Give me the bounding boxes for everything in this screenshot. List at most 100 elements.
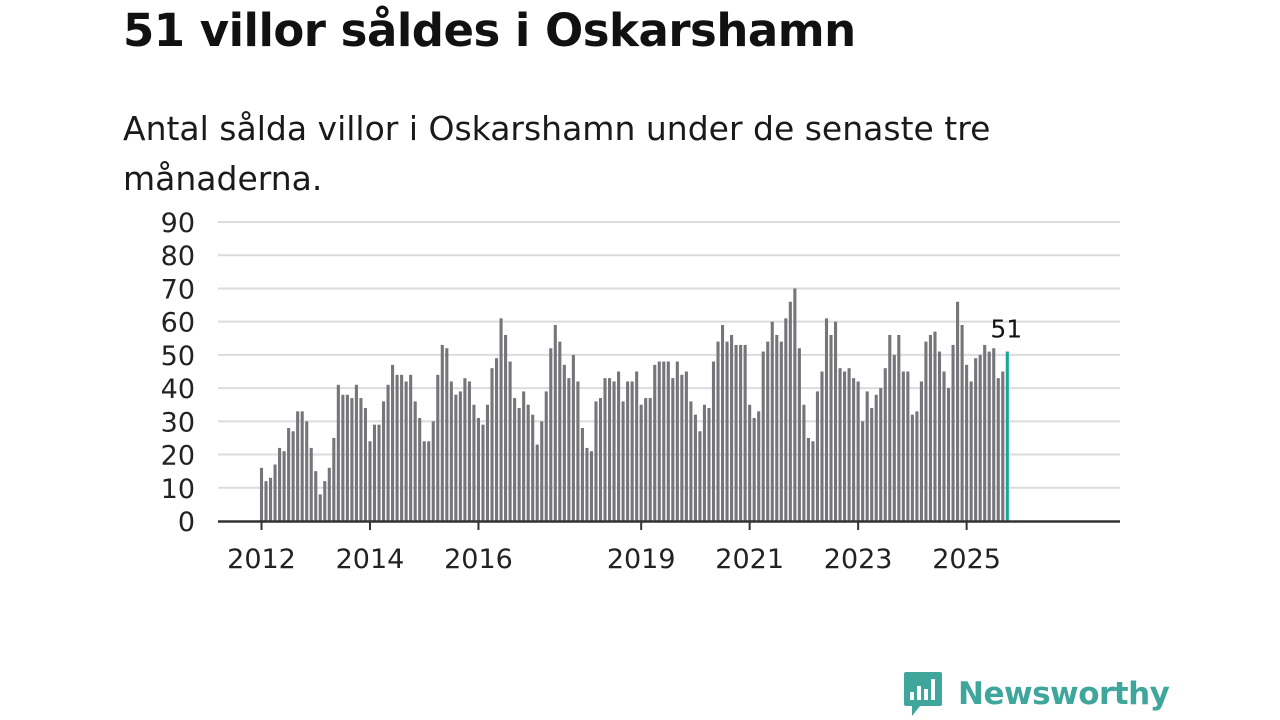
bar	[621, 401, 625, 521]
bar	[757, 411, 761, 521]
bar	[761, 351, 765, 521]
bar	[350, 398, 354, 521]
bar	[585, 447, 589, 521]
bar	[278, 447, 282, 521]
bar	[680, 374, 684, 521]
bar	[996, 378, 1000, 521]
bar	[345, 394, 349, 521]
bar	[983, 344, 987, 521]
bar	[933, 331, 937, 521]
bar	[404, 381, 408, 521]
y-tick-label: 40	[161, 374, 195, 405]
bar	[549, 348, 553, 521]
y-tick-label: 0	[178, 507, 195, 538]
bar	[644, 398, 648, 521]
bar	[693, 414, 697, 521]
bar	[811, 441, 815, 521]
x-tick-label: 2014	[336, 544, 405, 575]
bar	[910, 414, 914, 521]
bar	[892, 354, 896, 521]
bar	[395, 374, 399, 521]
bar	[314, 471, 318, 521]
bar	[558, 341, 562, 521]
bar	[472, 404, 476, 521]
bar	[965, 364, 969, 521]
bar	[531, 414, 535, 521]
bar	[662, 361, 666, 521]
bar	[870, 408, 874, 521]
bar	[476, 418, 481, 521]
bar	[779, 341, 783, 521]
bar	[580, 427, 584, 521]
bar	[409, 374, 413, 521]
bar	[332, 437, 336, 521]
bar	[829, 334, 833, 521]
bar	[544, 391, 548, 521]
bar	[847, 368, 851, 521]
bar	[504, 334, 508, 521]
bar	[707, 408, 711, 521]
bar	[730, 334, 734, 521]
bar	[874, 394, 878, 521]
bar	[879, 388, 883, 521]
bar	[305, 421, 309, 521]
bar	[865, 391, 869, 521]
bar	[603, 378, 607, 521]
x-tick-label: 2012	[227, 544, 296, 575]
x-axis-ticks: 2012 2014 2016 2019 2021 2023 2025	[227, 522, 1001, 575]
bar	[381, 401, 386, 521]
bar	[852, 378, 856, 521]
bar	[752, 418, 756, 521]
bar	[698, 431, 702, 521]
bar	[273, 464, 277, 521]
bar	[815, 391, 820, 521]
bar	[978, 354, 982, 521]
bar	[928, 334, 933, 521]
bar	[296, 411, 300, 521]
bar	[861, 421, 865, 521]
bar	[969, 381, 973, 521]
bar	[797, 348, 801, 521]
bar	[386, 384, 390, 521]
bar	[915, 411, 919, 521]
bar	[639, 404, 643, 521]
bar	[268, 477, 273, 521]
bar	[635, 371, 639, 521]
bar-highlight	[1005, 351, 1009, 521]
bar	[607, 378, 612, 521]
bar	[657, 361, 661, 521]
chart-subtitle: Antal sålda villor i Oskarshamn under de…	[123, 109, 991, 198]
bar	[820, 371, 824, 521]
bar	[942, 371, 946, 521]
x-tick-label: 2021	[715, 544, 784, 575]
y-tick-label: 60	[161, 308, 195, 339]
bar	[449, 381, 453, 521]
bar	[282, 451, 286, 521]
bar	[422, 441, 426, 521]
bar	[770, 321, 774, 521]
bar	[788, 301, 792, 521]
bar	[734, 344, 738, 521]
bar	[553, 324, 557, 521]
bar	[675, 361, 679, 521]
bar	[259, 467, 264, 521]
bar	[359, 398, 363, 521]
bar	[427, 441, 431, 521]
bar	[341, 394, 345, 521]
bar	[594, 401, 598, 521]
bar	[775, 334, 779, 521]
bar	[992, 348, 996, 521]
bar	[924, 341, 928, 521]
bar	[535, 444, 539, 521]
bar	[766, 341, 770, 521]
bar	[323, 481, 327, 521]
bar	[445, 348, 449, 521]
bar	[454, 394, 458, 521]
bar	[888, 334, 892, 521]
bar	[436, 374, 440, 521]
y-tick-label: 50	[161, 341, 195, 372]
bar	[856, 381, 860, 521]
bar	[702, 404, 707, 521]
y-tick-label: 80	[161, 241, 195, 272]
bar	[711, 361, 716, 521]
